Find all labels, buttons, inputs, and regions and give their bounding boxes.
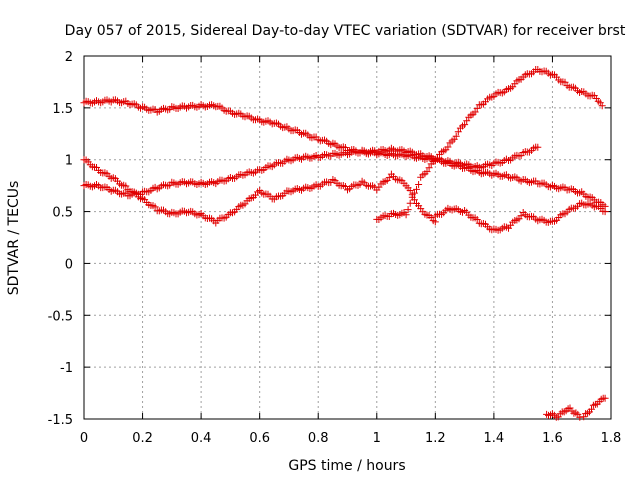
tick-layer: 0 0.2 0.4 0.6 0.8 1 1.2 1.4 1.6 1.8 -1.5 -1 -0.5 0 0.5…	[48, 50, 622, 446]
data-point-trace-b	[534, 143, 542, 151]
x-tick-label: 1.4	[484, 431, 505, 446]
y-tick-label: 1.5	[52, 102, 73, 117]
x-tick-label: 0	[80, 431, 88, 446]
y-tick-label: 0.5	[52, 206, 73, 221]
x-tick-label: 0.2	[132, 431, 153, 446]
y-tick-label: 1	[65, 154, 73, 169]
data-point-trace-d	[404, 206, 412, 214]
data-point-trace-d	[461, 121, 469, 129]
x-tick-label: 0.6	[249, 431, 270, 446]
x-tick-label: 0.8	[308, 431, 329, 446]
data-point-trace-d	[473, 104, 481, 112]
y-tick-label: 2	[65, 50, 73, 65]
data-point-trace-e	[473, 216, 481, 223]
data-point-trace-d	[444, 143, 452, 151]
data-point-trace-c	[151, 203, 159, 211]
data-point-trace-d	[423, 168, 431, 176]
y-axis-label: SDTVAR / TECUs	[6, 181, 22, 296]
x-tick-label: 1	[373, 431, 381, 446]
x-tick-label: 1.6	[542, 431, 563, 446]
points-layer	[80, 66, 609, 421]
data-point-trace-f	[576, 413, 584, 421]
data-point-trace-d	[598, 102, 606, 110]
data-point-trace-d	[410, 189, 418, 197]
data-point-trace-d	[425, 164, 433, 172]
grid-layer	[84, 56, 611, 419]
data-point-trace-d	[463, 117, 471, 125]
data-point-trace-d	[454, 128, 462, 136]
data-point-trace-c	[406, 187, 414, 194]
x-axis-label: GPS time / hours	[288, 458, 405, 474]
data-point-trace-e	[601, 208, 609, 216]
data-point-trace-c	[431, 218, 439, 226]
data-point-trace-f	[601, 394, 609, 402]
data-point-trace-d	[406, 199, 414, 207]
x-tick-label: 1.8	[601, 431, 622, 446]
data-point-trace-c	[122, 182, 130, 190]
y-tick-label: -0.5	[48, 309, 73, 324]
data-point-trace-f	[588, 405, 595, 413]
data-point-trace-d	[402, 211, 410, 219]
y-tick-label: 0	[65, 257, 73, 272]
data-point-trace-d	[408, 193, 416, 201]
data-point-trace-d	[452, 132, 460, 140]
x-tick-label: 0.4	[191, 431, 212, 446]
data-point-trace-d	[471, 108, 479, 116]
chart-title: Day 057 of 2015, Sidereal Day-to-day VTE…	[65, 23, 626, 39]
y-tick-label: -1.5	[48, 413, 73, 428]
plot-frame	[83, 55, 612, 420]
data-point-trace-d	[433, 154, 441, 162]
x-tick-label: 1.2	[425, 431, 446, 446]
y-tick-label: -1	[60, 361, 73, 376]
data-point-trace-d	[415, 181, 423, 188]
data-point-trace-d	[413, 185, 420, 193]
